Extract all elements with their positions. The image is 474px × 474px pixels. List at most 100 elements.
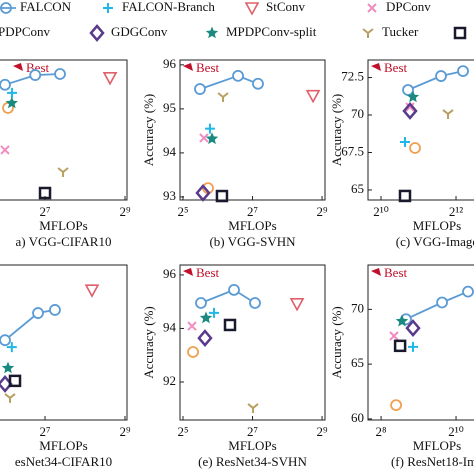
x-tick-label: 2⁸ [376,424,388,439]
y-axis-label: Accuracy (%) [329,306,344,379]
x-tick-label: 2⁷ [39,204,50,219]
data-point [398,189,412,203]
data-point [57,167,69,177]
data-point [199,133,209,143]
data-point [29,69,42,81]
x-axis-label: MFLOPs [228,438,276,453]
data-point [205,132,219,145]
legend-marker [453,26,467,40]
legend-marker [0,2,12,14]
data-point [402,102,418,120]
y-axis-label: Accuracy (%) [141,306,156,379]
legend-label: FALCON-Branch [122,0,215,14]
x-tick-label: 2⁵ [177,204,188,219]
legend-marker [205,26,219,39]
data-point [389,331,399,341]
data-point [215,189,229,203]
data-point [390,399,403,412]
plot-frame [367,264,474,421]
best-label: Best [196,265,220,280]
data-point [0,334,11,347]
series-line [4,309,56,341]
x-tick-label: 2⁹ [317,204,329,219]
caption: (b) VGG-SVHN [209,234,296,249]
x-tick-label: 2¹⁰ [373,204,389,219]
data-point [199,311,213,324]
data-point [408,341,419,352]
data-point [54,68,66,80]
legend-label: FALCON [20,0,72,14]
x-axis-label: MFLOPs [228,218,276,233]
y-tick-label: 65 [351,355,364,370]
data-point [187,321,197,331]
x-tick-label: 2⁵ [177,424,188,439]
legend-label: PDPConv [0,24,51,39]
data-point [409,142,421,154]
y-tick-label: 60 [351,410,364,425]
data-point [204,123,215,134]
data-point [395,314,409,327]
caption: a) VGG-CIFAR10 [16,234,112,249]
data-point [209,307,220,318]
data-point [289,298,305,312]
panel: 2⁵ 2⁷ 2⁹ 93 94 95 96 Accuracy (%) MFLOPs(b) VGG-… [141,56,328,249]
x-tick-label: 2⁹ [119,424,131,439]
x-tick-label: 2¹⁰ [448,424,464,439]
data-point [228,283,240,296]
y-axis-label: Accuracy (%) [141,94,156,167]
caption: esNet34-CIFAR10 [15,454,112,469]
x-tick-label: 2⁹ [317,424,329,439]
series-line [200,288,256,304]
data-point [194,83,206,95]
y-tick-label: 72.5 [341,69,364,84]
legend-label: MPDPConv-split [226,24,317,39]
legend-label: Tucker [382,24,419,39]
data-point [49,304,61,316]
y-tick-label: 67.5 [341,143,364,158]
best-arrow [13,63,23,71]
best-arrow [371,63,381,71]
best-label: Best [384,60,408,75]
series-line [199,74,259,90]
data-point [406,90,420,103]
data-point [247,403,259,413]
data-point [84,284,100,298]
best-arrow [371,268,381,276]
y-tick-label: 96 [163,266,177,281]
plot-frame [0,59,128,201]
data-point [435,70,447,82]
data-point [38,186,52,200]
legend-marker [103,3,113,13]
series-line [407,70,464,91]
legend-marker [244,2,260,16]
best-label: Best [196,60,220,75]
panel: 2⁵ 2⁷ 2⁹ 92 94 96 Accuracy (%) MFLOPs(e) ResNet… [141,264,329,469]
x-axis-label: MFLOPs [413,438,461,453]
data-point [232,69,244,82]
panel: 2¹⁰ 2¹² 65 67.5 70 72.5 Accuracy (%) MFLOPs(c) … [329,59,474,249]
data-point [0,145,10,155]
y-tick-label: 70 [351,300,364,315]
data-point [32,307,44,319]
data-point [305,89,321,104]
data-point [195,297,207,309]
caption: (e) ResNet34-SVHN [198,454,307,469]
data-point [0,78,11,91]
y-tick-label: 94 [163,319,177,334]
data-point [223,318,237,332]
y-tick-label: 96 [163,56,177,71]
data-point [457,65,469,77]
y-tick-label: 94 [163,144,177,159]
data-point [217,92,229,102]
x-tick-label: 2⁷ [247,204,258,219]
legend-label: GDGConv [111,24,168,39]
plot-frame [0,264,128,421]
data-point [399,136,410,147]
x-tick-label: 2⁷ [247,424,258,439]
y-tick-label: 92 [163,373,176,388]
best-label: Best [384,265,408,280]
data-point [4,393,16,403]
x-tick-label: 2⁹ [119,204,131,219]
data-point [1,361,15,374]
